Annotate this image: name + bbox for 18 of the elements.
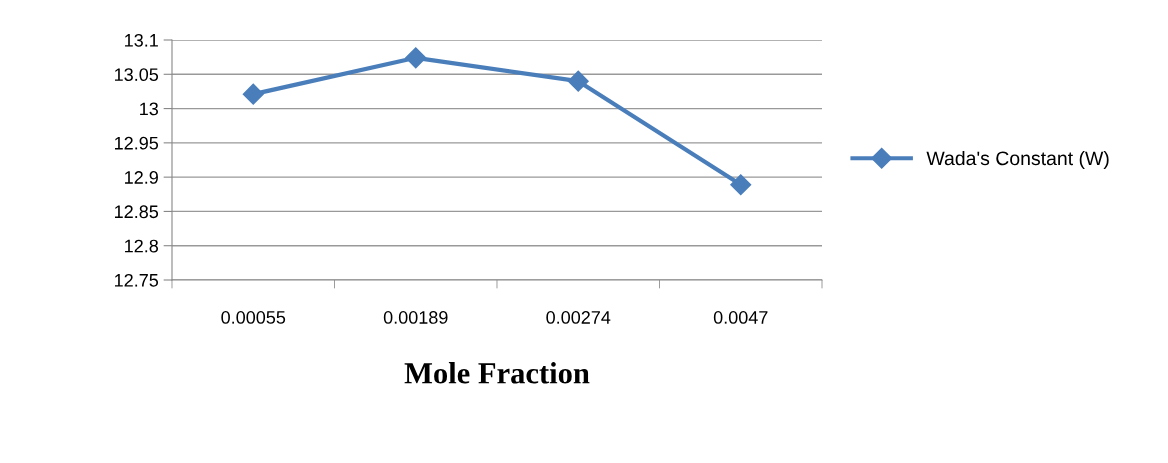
y-tick-label: 13 — [140, 102, 159, 116]
y-tick-label: 12.95 — [115, 136, 159, 150]
x-tick-label: 0.00055 — [221, 311, 286, 324]
y-tick-label: 13.1 — [125, 33, 158, 47]
point — [730, 174, 752, 196]
y-tick-label: 13.05 — [115, 68, 159, 82]
x-tick-label: 0.00274 — [546, 311, 611, 324]
y-tick-label: 12.8 — [125, 239, 159, 253]
x-tick-label: 0.00189 — [383, 311, 448, 324]
legend-label: Wada's Constant (W) — [926, 150, 1109, 170]
point — [405, 47, 427, 69]
x-tick-label: 0.0047 — [713, 311, 768, 324]
x-axis-title: Mole Fraction — [404, 362, 590, 384]
y-tick-label: 12.9 — [125, 171, 158, 184]
point — [567, 70, 589, 92]
y-tick-label: 12.75 — [115, 273, 159, 287]
y-tick-label: 12.85 — [115, 205, 159, 219]
point — [242, 83, 264, 105]
